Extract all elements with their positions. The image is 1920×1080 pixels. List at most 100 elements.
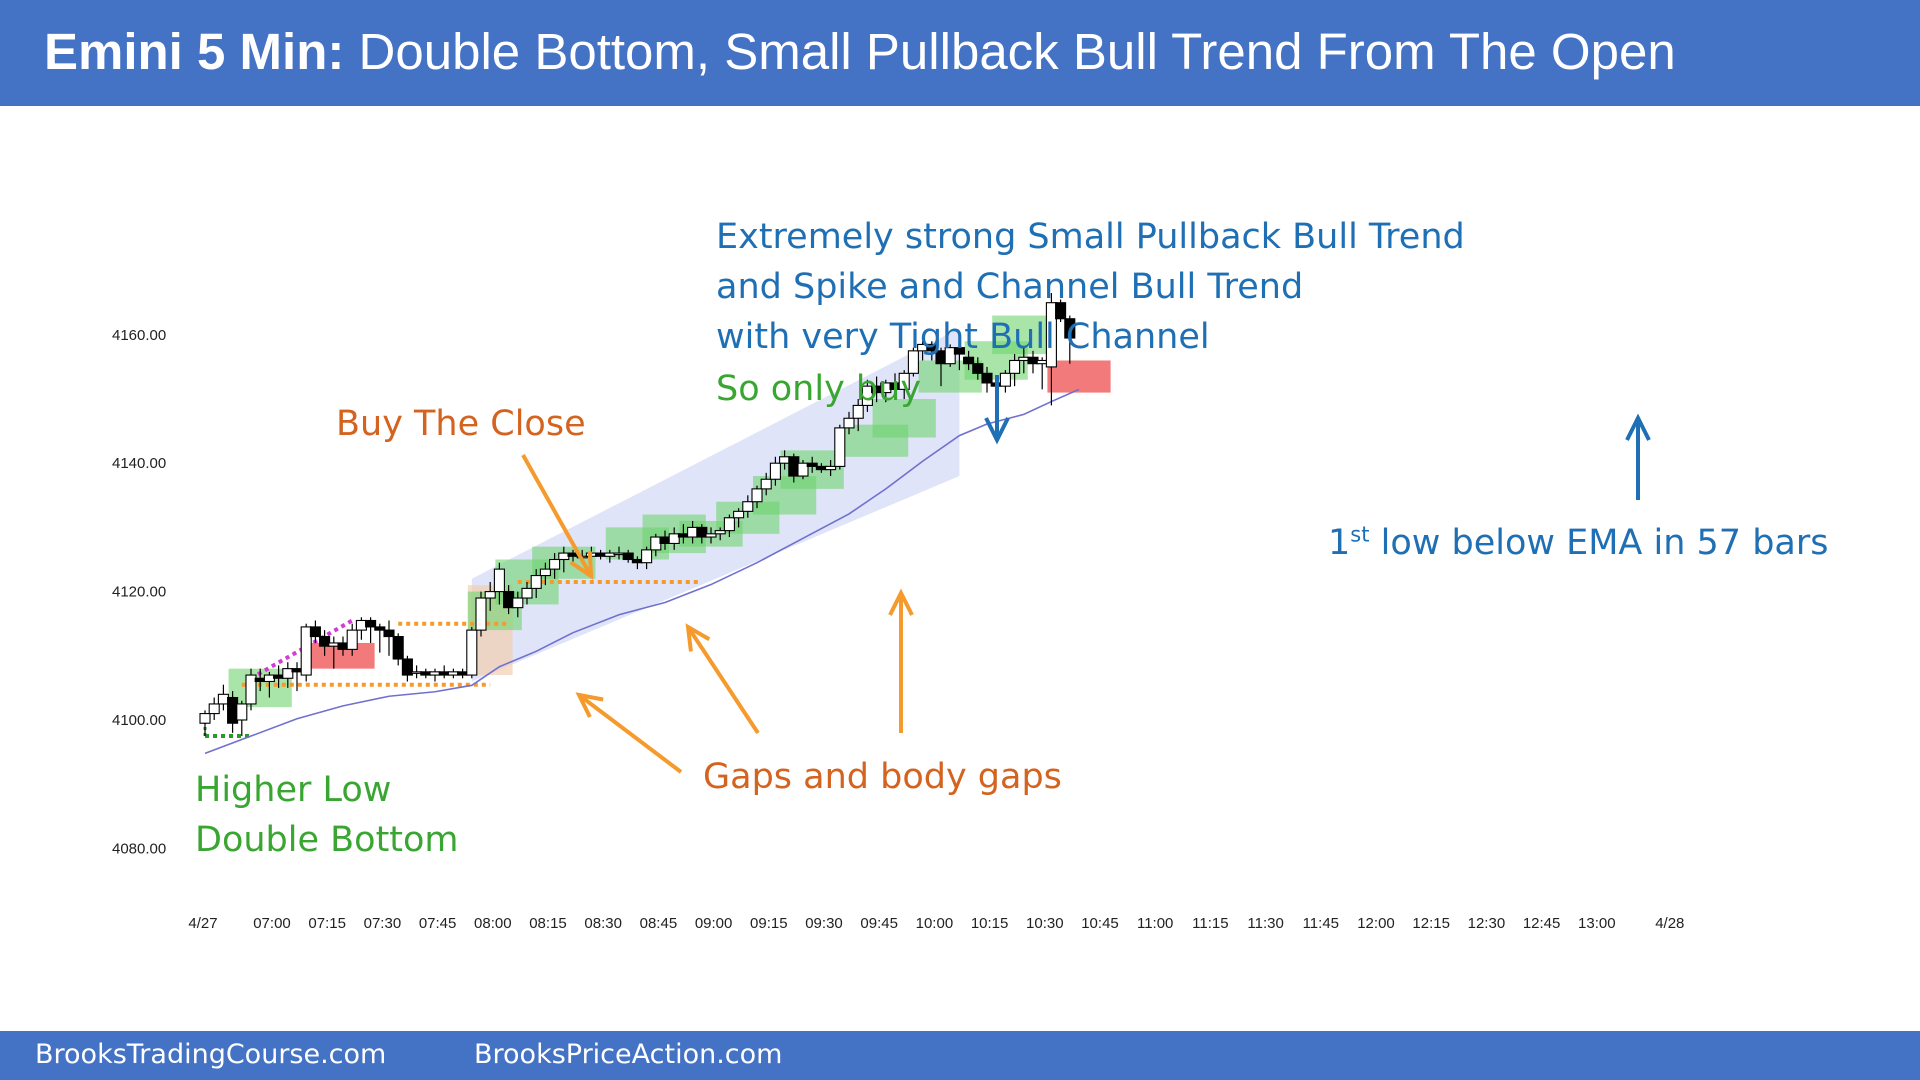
candle-bull — [751, 488, 763, 503]
candle-bear — [420, 671, 432, 676]
candle-bull — [512, 597, 524, 609]
bear-bar-box — [1047, 360, 1111, 393]
arrow-buy-the-close-shaft — [521, 454, 593, 577]
ema-line — [204, 388, 1080, 755]
y-tick-label: 4160.00 — [112, 327, 166, 344]
annotation-strong-trend-line-3: with very Tight Bull Channel — [716, 317, 1210, 357]
candle-bull — [843, 417, 855, 429]
annotation-higher-low: Higher Low — [195, 770, 392, 810]
candle-bull — [650, 536, 662, 551]
candle-bull — [466, 629, 478, 676]
candle-bear — [981, 372, 993, 384]
x-tick-label: 07:30 — [364, 915, 402, 932]
candle-bull — [723, 517, 735, 532]
candle-bear — [438, 671, 450, 676]
x-tick-label: 08:30 — [584, 915, 622, 932]
candle-bull — [907, 350, 919, 374]
annotation-buy-the-close: Buy The Close — [336, 404, 586, 444]
annotation-first-low-prefix: 1 — [1328, 523, 1351, 563]
candle-bear — [227, 696, 239, 724]
x-tick-label: 12:15 — [1412, 915, 1450, 932]
annotation-strong-trend-line-2: and Spike and Channel Bull Trend — [716, 267, 1304, 307]
y-axis-labels: 4080.00 4100.00 4120.00 4140.00 4160.00 — [112, 327, 166, 858]
candle-bull — [245, 674, 257, 705]
candle-bull — [687, 526, 699, 538]
candle-bull — [539, 568, 551, 577]
x-tick-label: 08:15 — [529, 915, 567, 932]
candle-bull — [1009, 359, 1021, 374]
annotation-first-low: 1st low below EMA in 57 bars — [1328, 518, 1829, 568]
candle-bull — [999, 372, 1011, 387]
y-tick-label: 4120.00 — [112, 584, 166, 601]
candle-bull — [447, 671, 459, 676]
candle-bear — [383, 629, 395, 638]
annotation-first-low-rest: low below EMA in 57 bars — [1369, 523, 1829, 563]
candle-bull — [558, 552, 570, 561]
candle-bull — [825, 465, 837, 471]
candle-bull — [282, 668, 294, 679]
bull-bar-box — [872, 399, 936, 438]
candle-bull — [1045, 302, 1057, 368]
x-tick-label: 13:00 — [1578, 915, 1616, 932]
x-tick-label: 08:45 — [640, 915, 678, 932]
x-tick-label: 11:45 — [1303, 915, 1339, 932]
candle-bull — [604, 552, 616, 557]
arrow-gap-1-shaft — [577, 693, 683, 774]
candle-bear — [273, 674, 285, 679]
footer-link-price-action[interactable]: BrooksPriceAction.com — [474, 1039, 783, 1070]
candle-bull — [641, 549, 653, 564]
candle-bull — [834, 427, 846, 467]
arrow-gap-3 — [888, 588, 914, 733]
candle-bull — [263, 674, 275, 683]
page-title: Emini 5 Min: Double Bottom, Small Pullba… — [44, 22, 1676, 81]
candle-bull — [346, 629, 358, 650]
annotation-strong-trend: Extremely strong Small Pullback Bull Tre… — [716, 212, 1465, 362]
candle-bull — [217, 693, 229, 705]
candle-bull — [199, 713, 211, 724]
candle-bear — [788, 456, 800, 477]
candle-bear — [457, 671, 469, 676]
candle-bear — [953, 347, 965, 355]
candle-bear — [337, 642, 349, 650]
candle-bear — [291, 668, 303, 673]
candle-bear — [926, 343, 938, 352]
candle-bull — [797, 462, 809, 477]
x-tick-label: 09:00 — [695, 915, 733, 932]
annotation-first-low-sup: st — [1350, 522, 1370, 547]
candle-bull — [484, 591, 496, 599]
annotation-gaps: Gaps and body gaps — [703, 757, 1062, 797]
candle-bear — [677, 533, 689, 538]
candle-bull — [779, 456, 791, 464]
x-tick-label: 10:45 — [1081, 915, 1119, 932]
x-tick-label: 4/28 — [1655, 915, 1684, 932]
candle-bear — [365, 619, 377, 628]
candle-bear — [374, 626, 386, 631]
arrow-trend-head — [984, 417, 1010, 445]
annotation-strong-trend-line-1: Extremely strong Small Pullback Bull Tre… — [716, 217, 1465, 257]
ema-layer — [204, 388, 1080, 755]
y-tick-label: 4080.00 — [112, 840, 166, 857]
x-tick-label: 4/27 — [188, 915, 217, 932]
candle-bull — [521, 587, 533, 599]
x-tick-label: 12:45 — [1523, 915, 1561, 932]
x-tick-label: 09:45 — [860, 915, 898, 932]
arrow-gap-3-head — [888, 588, 914, 616]
x-tick-label: 11:00 — [1137, 915, 1173, 932]
candle-bear — [659, 536, 671, 545]
candle-bear — [1064, 318, 1076, 339]
bull-channel-zone — [471, 328, 960, 682]
candle-bear — [1055, 302, 1067, 320]
candle-bull — [475, 597, 487, 631]
footer-link-trading-course[interactable]: BrooksTradingCourse.com — [35, 1039, 387, 1070]
x-tick-label: 07:00 — [253, 915, 291, 932]
candle-bull — [714, 530, 726, 535]
candle-bull — [429, 671, 441, 676]
candle-bull — [733, 510, 745, 519]
candle-bear — [503, 591, 515, 609]
annotation-only-buy: So only buy — [716, 369, 922, 409]
candle-bull — [742, 501, 754, 512]
title-bold: Emini 5 Min: — [44, 23, 345, 80]
candle-bear — [309, 626, 321, 638]
arrow-gap-1-head — [575, 692, 604, 718]
candle-bear — [401, 658, 413, 676]
